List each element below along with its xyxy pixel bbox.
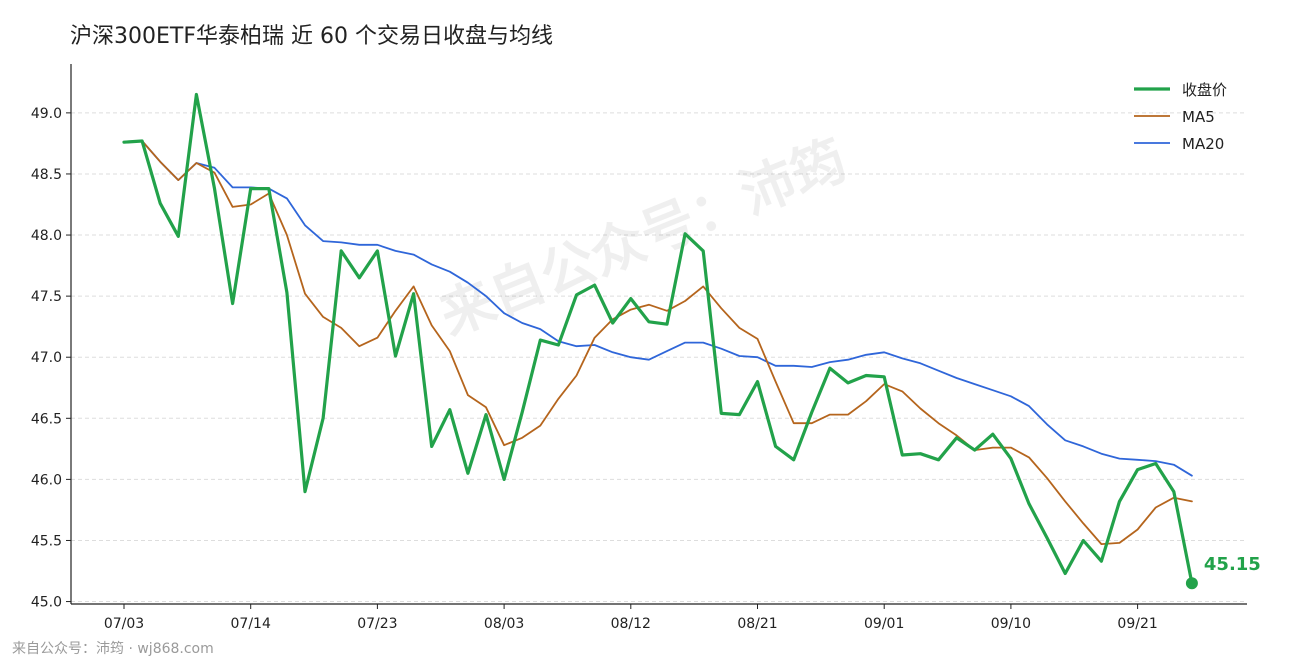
y-tick-label: 48.0 <box>31 228 62 244</box>
y-tick-label: 45.0 <box>31 595 62 611</box>
y-tick-label: 46.5 <box>31 411 62 427</box>
x-tick-label: 08/12 <box>611 616 651 632</box>
series-lines <box>122 92 1194 585</box>
legend-label-0: 收盘价 <box>1182 81 1227 99</box>
last-value-label: 45.15 <box>1204 554 1261 575</box>
footer-credit: 来自公众号：沛筠 · wj868.com <box>12 641 214 657</box>
grid-lines <box>71 112 1247 603</box>
x-tick-label: 07/03 <box>104 616 144 632</box>
x-tick-label: 08/03 <box>484 616 524 632</box>
last-point-dot <box>1185 577 1198 590</box>
y-tick-label: 48.5 <box>31 167 62 183</box>
y-tick-label: 47.0 <box>31 350 62 366</box>
y-tick-label: 47.5 <box>31 289 62 305</box>
series-line-0 <box>122 92 1194 585</box>
y-tick-label: 46.0 <box>31 472 62 488</box>
x-tick-label: 08/21 <box>737 616 777 632</box>
series-line-1 <box>123 140 1193 545</box>
chart-title: 沪深300ETF华泰柏瑞 近 60 个交易日收盘与均线 <box>70 24 553 49</box>
legend-label-1: MA5 <box>1182 108 1215 126</box>
y-tick-label: 49.0 <box>31 106 62 122</box>
last-point-marker: 45.15 <box>1185 554 1261 590</box>
x-tick-label: 09/10 <box>991 616 1031 632</box>
legend-label-2: MA20 <box>1182 135 1224 153</box>
legend: 收盘价 MA5 MA20 <box>1134 81 1227 153</box>
x-tick-label: 07/23 <box>357 616 397 632</box>
series-line-2 <box>123 140 1193 477</box>
x-tick-label: 09/01 <box>864 616 904 632</box>
y-tick-label: 45.5 <box>31 533 62 549</box>
axes: 45.0 45.5 46.0 46.5 47.0 47.5 48.0 48.5 49.0 07/0… <box>31 64 1247 632</box>
x-tick-label: 09/21 <box>1117 616 1157 632</box>
x-tick-label: 07/14 <box>231 616 271 632</box>
